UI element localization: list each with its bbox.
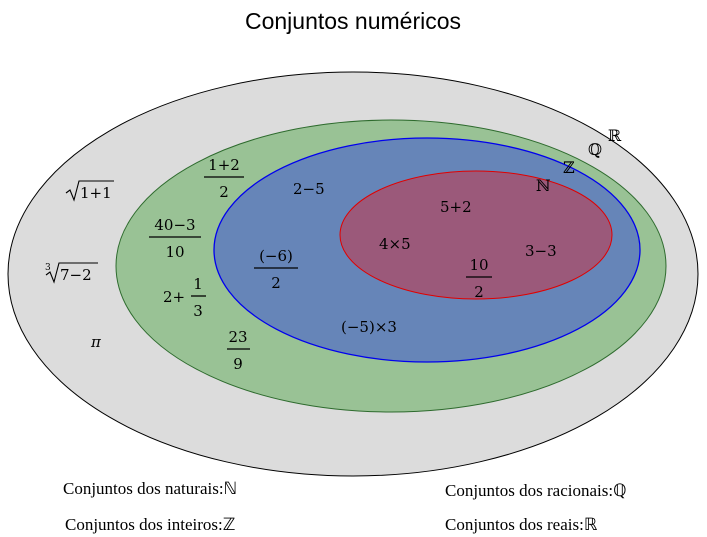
denominator: 2 — [271, 274, 281, 292]
element-sqrt-1-plus-1: 1+1 — [65, 180, 114, 202]
numerator: 23 — [228, 328, 247, 346]
set-label-integer: ℤ — [563, 158, 575, 177]
element-fraction-40-minus-3-over-10: 40−3 10 — [149, 216, 201, 261]
legend-reals: Conjuntos dos reais:ℝ — [445, 515, 598, 534]
element-fraction-minus-6-over-2: (−6) 2 — [254, 247, 298, 292]
element-2-minus-5: 2−5 — [293, 180, 325, 198]
numerator: 1+2 — [208, 156, 240, 174]
denominator: 2 — [474, 283, 484, 301]
element-fraction-23-over-9: 23 9 — [227, 328, 250, 373]
radicand: 1+1 — [80, 184, 112, 202]
element-5-plus-2: 5+2 — [440, 198, 472, 216]
denominator: 9 — [233, 355, 243, 373]
denominator: 3 — [193, 302, 203, 320]
root-index: 3 — [45, 263, 51, 273]
element-fraction-1-plus-2-over-2: 1+2 2 — [204, 156, 244, 201]
legend-naturals: Conjuntos dos naturais:ℕ — [63, 479, 237, 498]
denominator: 2 — [219, 183, 229, 201]
element-fraction-10-over-2: 10 2 — [466, 256, 492, 301]
numerator: 1 — [193, 275, 203, 293]
element-4-times-5: 4×5 — [379, 235, 411, 253]
set-natural-region — [339, 170, 613, 300]
diagram-title: Conjuntos numéricos — [245, 8, 461, 34]
legend-rationals: Conjuntos dos racionais:ℚ — [445, 481, 626, 500]
element-minus-5-times-3: (−5)×3 — [341, 318, 397, 336]
set-label-real: ℝ — [608, 126, 622, 145]
radical-sign — [65, 180, 114, 202]
numerator: (−6) — [259, 247, 293, 265]
radicand: 7−2 — [60, 266, 92, 284]
numerator: 10 — [469, 256, 488, 274]
numerator: 40−3 — [154, 216, 195, 234]
element-mixed-2-plus-1-over-3: 2+ 1 3 — [163, 275, 206, 320]
set-label-rational: ℚ — [588, 140, 602, 159]
element-3-minus-3: 3−3 — [525, 242, 557, 260]
element-cbrt-7-minus-2: 3 7−2 — [45, 262, 98, 284]
radical-sign — [45, 262, 98, 284]
set-label-natural: ℕ — [536, 176, 551, 195]
whole-part: 2+ — [163, 288, 185, 306]
legend-integers: Conjuntos dos inteiros:ℤ — [65, 515, 235, 534]
element-pi: π — [90, 333, 102, 351]
denominator: 10 — [165, 243, 184, 261]
